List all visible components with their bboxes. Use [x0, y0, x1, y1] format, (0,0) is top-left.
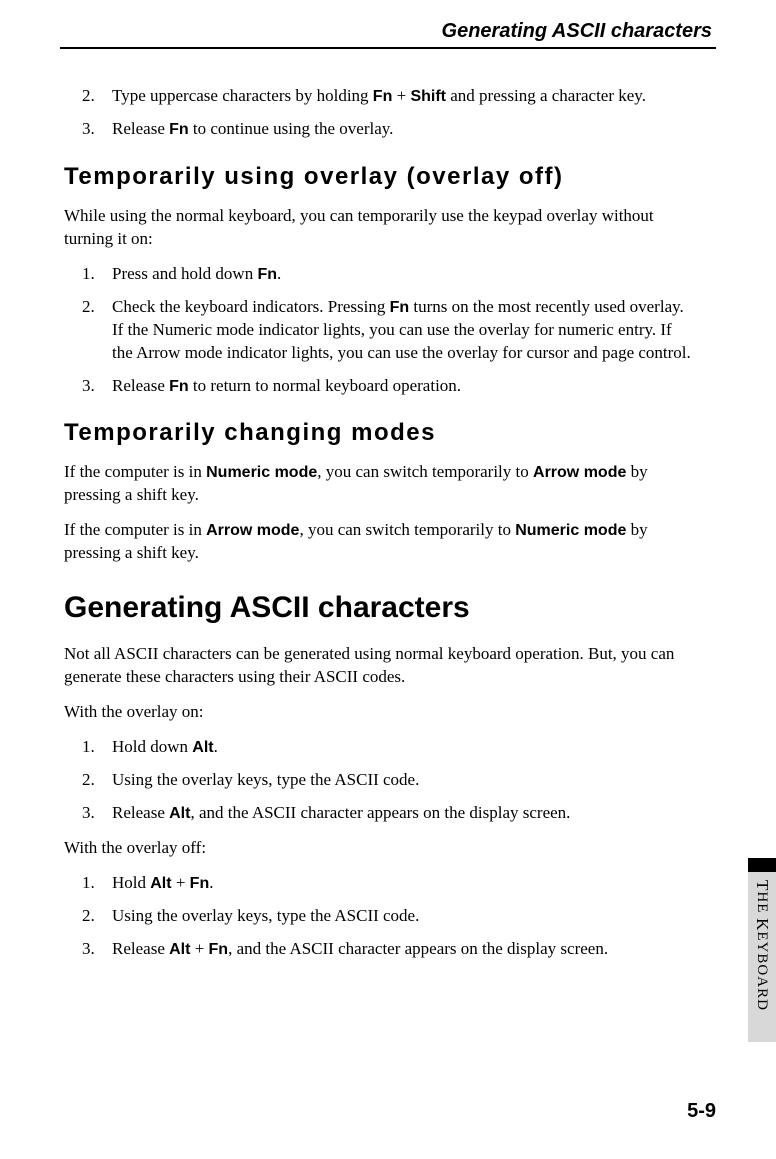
overlay-on-list: 1. Hold down Alt. 2. Using the overlay keys… [64, 736, 696, 825]
section1-list: 1. Press and hold down Fn. 2. Check the key… [64, 263, 696, 398]
overlay-on-item-text: Release Alt, and the ASCII character app… [112, 803, 570, 822]
overlay-on-item-number: 3. [82, 802, 95, 825]
top-list-item-number: 2. [82, 85, 95, 108]
overlay-on-item-text: Hold down Alt. [112, 737, 218, 756]
overlay-off-item-number: 1. [82, 872, 95, 895]
overlay-on-label: With the overlay on: [64, 701, 696, 724]
content-area: 2. Type uppercase characters by holding F… [60, 85, 716, 961]
overlay-off-item: 1. Hold Alt + Fn. [82, 872, 696, 895]
overlay-on-item-number: 1. [82, 736, 95, 759]
overlay-on-item: 3. Release Alt, and the ASCII character a… [82, 802, 696, 825]
side-tab-t: T [753, 880, 772, 891]
section1-item-number: 3. [82, 375, 95, 398]
top-list-item-text: Type uppercase characters by holding Fn … [112, 86, 646, 105]
overlay-off-label: With the overlay off: [64, 837, 696, 860]
overlay-off-item-number: 3. [82, 938, 95, 961]
page: Generating ASCII characters 2. Type upper… [0, 0, 776, 1159]
side-tab-label: THE KEYBOARD [752, 880, 772, 1011]
section3-intro: Not all ASCII characters can be generate… [64, 643, 696, 689]
section-heading-overlay-off: Temporarily using overlay (overlay off) [64, 163, 696, 191]
top-continued-list: 2. Type uppercase characters by holding F… [64, 85, 696, 141]
page-number: 5-9 [687, 1100, 716, 1123]
overlay-off-item-text: Hold Alt + Fn. [112, 873, 213, 892]
overlay-off-item-text: Using the overlay keys, type the ASCII c… [112, 906, 419, 925]
overlay-on-item-text: Using the overlay keys, type the ASCII c… [112, 770, 419, 789]
main-heading-ascii: Generating ASCII characters [64, 591, 696, 625]
section1-item-text: Check the keyboard indicators. Pressing … [112, 297, 691, 362]
section1-item-number: 1. [82, 263, 95, 286]
section1-intro: While using the normal keyboard, you can… [64, 205, 696, 251]
top-list-item: 2. Type uppercase characters by holding F… [82, 85, 696, 108]
section1-item-number: 2. [82, 296, 95, 319]
section2-paragraph: If the computer is in Numeric mode, you … [64, 461, 696, 507]
top-list-item-text: Release Fn to continue using the overlay… [112, 119, 393, 138]
overlay-on-item: 2. Using the overlay keys, type the ASCII… [82, 769, 696, 792]
overlay-off-item: 3. Release Alt + Fn, and the ASCII charac… [82, 938, 696, 961]
side-tab-black-bar [748, 858, 776, 872]
side-tab-eyboard: EYBOARD [754, 931, 770, 1011]
section1-item-text: Release Fn to return to normal keyboard … [112, 376, 461, 395]
section1-item-text: Press and hold down Fn. [112, 264, 281, 283]
section2-paragraph: If the computer is in Arrow mode, you ca… [64, 519, 696, 565]
running-header: Generating ASCII characters [60, 20, 716, 49]
section1-item: 3. Release Fn to return to normal keyboar… [82, 375, 696, 398]
overlay-off-item-number: 2. [82, 905, 95, 928]
section1-item: 1. Press and hold down Fn. [82, 263, 696, 286]
section1-item: 2. Check the keyboard indicators. Pressin… [82, 296, 696, 365]
side-tab-k: K [753, 918, 772, 931]
side-tab-he: HE [754, 891, 770, 913]
section-heading-changing-modes: Temporarily changing modes [64, 419, 696, 447]
top-list-item: 3. Release Fn to continue using the overl… [82, 118, 696, 141]
overlay-off-list: 1. Hold Alt + Fn. 2. Using the overlay keys… [64, 872, 696, 961]
overlay-on-item: 1. Hold down Alt. [82, 736, 696, 759]
overlay-off-item: 2. Using the overlay keys, type the ASCII… [82, 905, 696, 928]
overlay-on-item-number: 2. [82, 769, 95, 792]
overlay-off-item-text: Release Alt + Fn, and the ASCII characte… [112, 939, 608, 958]
top-list-item-number: 3. [82, 118, 95, 141]
